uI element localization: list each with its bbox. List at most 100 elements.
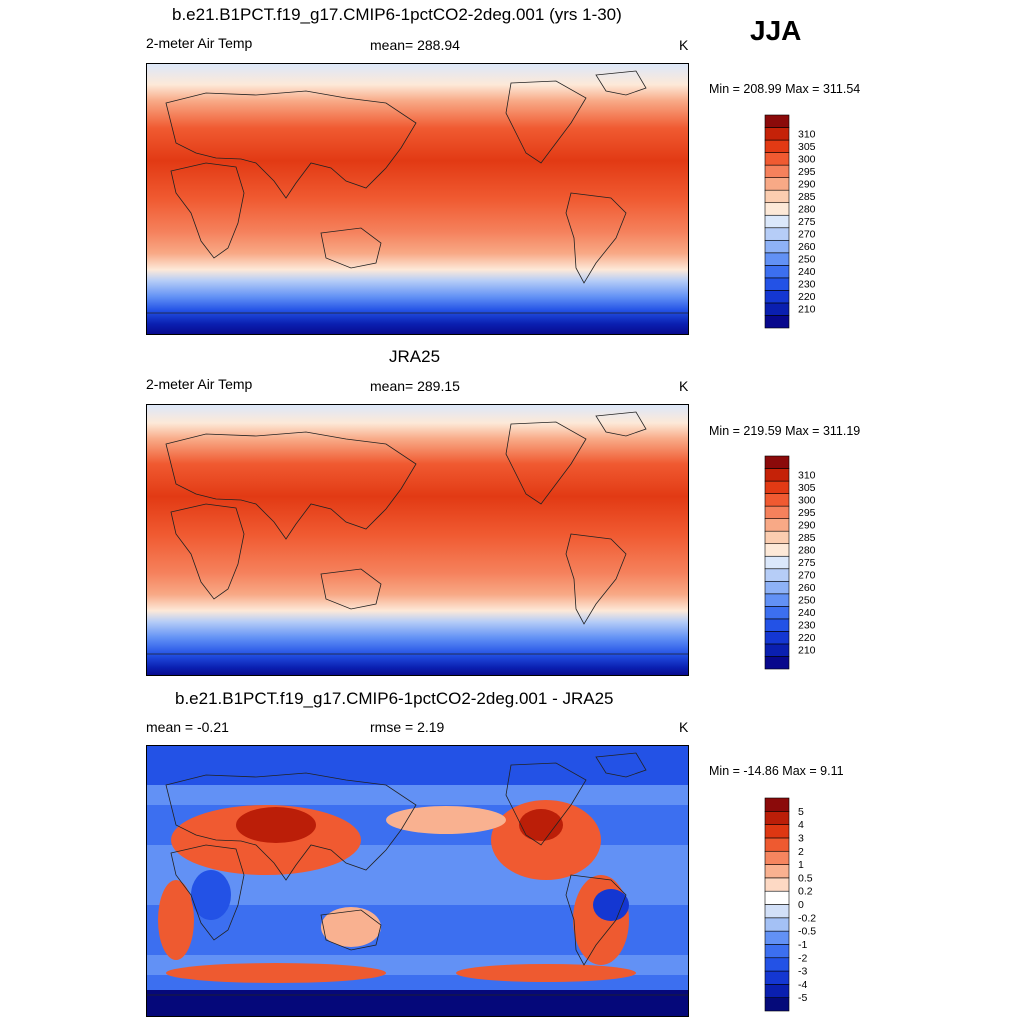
colorbar-swatch	[764, 505, 790, 519]
colorbar-tick-label: 310	[798, 128, 816, 140]
colorbar-tick-label: 4	[798, 819, 804, 831]
panel-2-colorbar: 210 220 230 240 250 260 270 275 280 285 290 295 300 3…	[764, 455, 816, 670]
panel-1-colorbar: 210 220 230 240 250 260 270 275 280 285 290 295 300 3…	[764, 114, 816, 329]
colorbar-swatch	[764, 904, 790, 919]
panel-2-mean-label: mean= 289.15	[370, 378, 460, 394]
colorbar-swatch	[764, 568, 790, 582]
colorbar-tick-label: 260	[798, 241, 816, 253]
colorbar-swatch	[764, 214, 790, 229]
colorbar-tick-label: 1	[798, 859, 804, 871]
colorbar-tick-label: 295	[798, 507, 816, 519]
colorbar-swatch	[764, 837, 790, 852]
panel-3-rmse-label: rmse = 2.19	[370, 719, 445, 735]
colorbar-swatch	[764, 114, 790, 128]
panel-3-mean-label: mean = -0.21	[146, 719, 229, 735]
colorbar-tick-label: 240	[798, 607, 816, 619]
colorbar-swatch	[764, 239, 790, 254]
colorbar-swatch	[764, 543, 790, 557]
panel-3-continents	[146, 752, 689, 996]
panel-2-variable-label: 2-meter Air Temp	[146, 376, 253, 392]
colorbar-tick-label: 275	[798, 216, 816, 228]
colorbar-swatch	[764, 177, 790, 191]
colorbar-swatch	[764, 930, 790, 945]
colorbar-tick-label: 275	[798, 557, 816, 569]
colorbar-swatch	[764, 890, 790, 905]
colorbar-swatch	[764, 468, 790, 482]
colorbar-tick-label: 270	[798, 229, 816, 241]
colorbar-swatch	[764, 643, 790, 657]
colorbar-swatch	[764, 970, 790, 985]
colorbar-swatch	[764, 797, 790, 812]
panel-1-mean-label: mean= 288.94	[370, 37, 460, 53]
panel-1-variable-label: 2-meter Air Temp	[146, 35, 253, 51]
colorbar-tick-label: -1	[798, 939, 807, 951]
colorbar-tick-label: -4	[798, 979, 807, 991]
colorbar-tick-label: -2	[798, 952, 807, 964]
colorbar-swatch	[764, 227, 790, 241]
colorbar-tick-label: 220	[798, 632, 816, 644]
colorbar-swatch	[764, 290, 790, 304]
colorbar-tick-label: -5	[798, 992, 807, 1004]
colorbar-swatch	[764, 997, 790, 1012]
colorbar-swatch	[764, 302, 790, 316]
colorbar-swatch	[764, 618, 790, 632]
colorbar-swatch	[764, 957, 790, 972]
colorbar-swatch	[764, 315, 790, 329]
colorbar-swatch	[764, 127, 790, 141]
colorbar-swatch	[764, 139, 790, 153]
panel-3-colorbar: -5 -4 -3 -2 -1 -0.5 -0.2 0 0.2 0.5 1 2 3 4 5	[764, 797, 816, 1012]
panel-2-minmax-label: Min = 219.59 Max = 311.19	[709, 424, 861, 438]
colorbar-tick-label: 210	[798, 304, 816, 316]
colorbar-tick-label: 5	[798, 806, 804, 818]
colorbar-tick-label: 280	[798, 544, 816, 556]
colorbar-tick-label: 310	[798, 469, 816, 481]
colorbar-swatch	[764, 480, 790, 494]
colorbar-tick-label: 2	[798, 846, 804, 858]
colorbar-swatch	[764, 593, 790, 607]
colorbar-tick-label: 270	[798, 570, 816, 582]
colorbar-tick-label: 285	[798, 191, 816, 203]
colorbar-swatch	[764, 811, 790, 825]
colorbar-tick-label: 0.5	[798, 872, 813, 884]
colorbar-swatch	[764, 518, 790, 532]
colorbar-swatch	[764, 850, 790, 865]
panel-2-title: JRA25	[389, 347, 441, 366]
colorbar-tick-label: 290	[798, 519, 816, 531]
colorbar-tick-label: 305	[798, 482, 816, 494]
colorbar-swatch	[764, 580, 790, 595]
panel-3-unit-label: K	[679, 719, 689, 735]
colorbar-swatch	[764, 606, 790, 620]
colorbar-swatch	[764, 944, 790, 959]
colorbar-tick-label: 3	[798, 832, 804, 844]
colorbar-swatch	[764, 656, 790, 670]
panel-3-map	[146, 745, 689, 1017]
colorbar-swatch	[764, 265, 790, 279]
panel-2-map	[146, 404, 689, 676]
colorbar-swatch	[764, 202, 790, 216]
colorbar-tick-label: -3	[798, 966, 807, 978]
colorbar-swatch	[764, 277, 790, 291]
panel-2-continents	[146, 411, 689, 655]
panel-1-title: b.e21.B1PCT.f19_g17.CMIP6-1pctCO2-2deg.0…	[172, 5, 622, 24]
panel-3-title: b.e21.B1PCT.f19_g17.CMIP6-1pctCO2-2deg.0…	[175, 689, 614, 708]
colorbar-swatch	[764, 164, 790, 178]
colorbar-swatch	[764, 984, 790, 998]
colorbar-tick-label: 230	[798, 620, 816, 632]
colorbar-tick-label: 0	[798, 899, 804, 911]
colorbar-swatch	[764, 189, 790, 204]
colorbar-swatch	[764, 493, 790, 507]
colorbar-tick-label: -0.5	[798, 926, 816, 938]
colorbar-tick-label: 300	[798, 153, 816, 165]
colorbar-tick-label: 230	[798, 279, 816, 291]
colorbar-swatch	[764, 555, 790, 570]
panel-2-unit-label: K	[679, 378, 689, 394]
colorbar-tick-label: 0.2	[798, 886, 813, 898]
colorbar-tick-label: 285	[798, 532, 816, 544]
colorbar-swatch	[764, 252, 790, 266]
panel-1-minmax-label: Min = 208.99 Max = 311.54	[709, 82, 861, 96]
colorbar-swatch	[764, 455, 790, 469]
season-label: JJA	[750, 15, 802, 46]
colorbar-swatch	[764, 877, 790, 892]
colorbar-tick-label: 300	[798, 494, 816, 506]
colorbar-tick-label: 210	[798, 645, 816, 657]
